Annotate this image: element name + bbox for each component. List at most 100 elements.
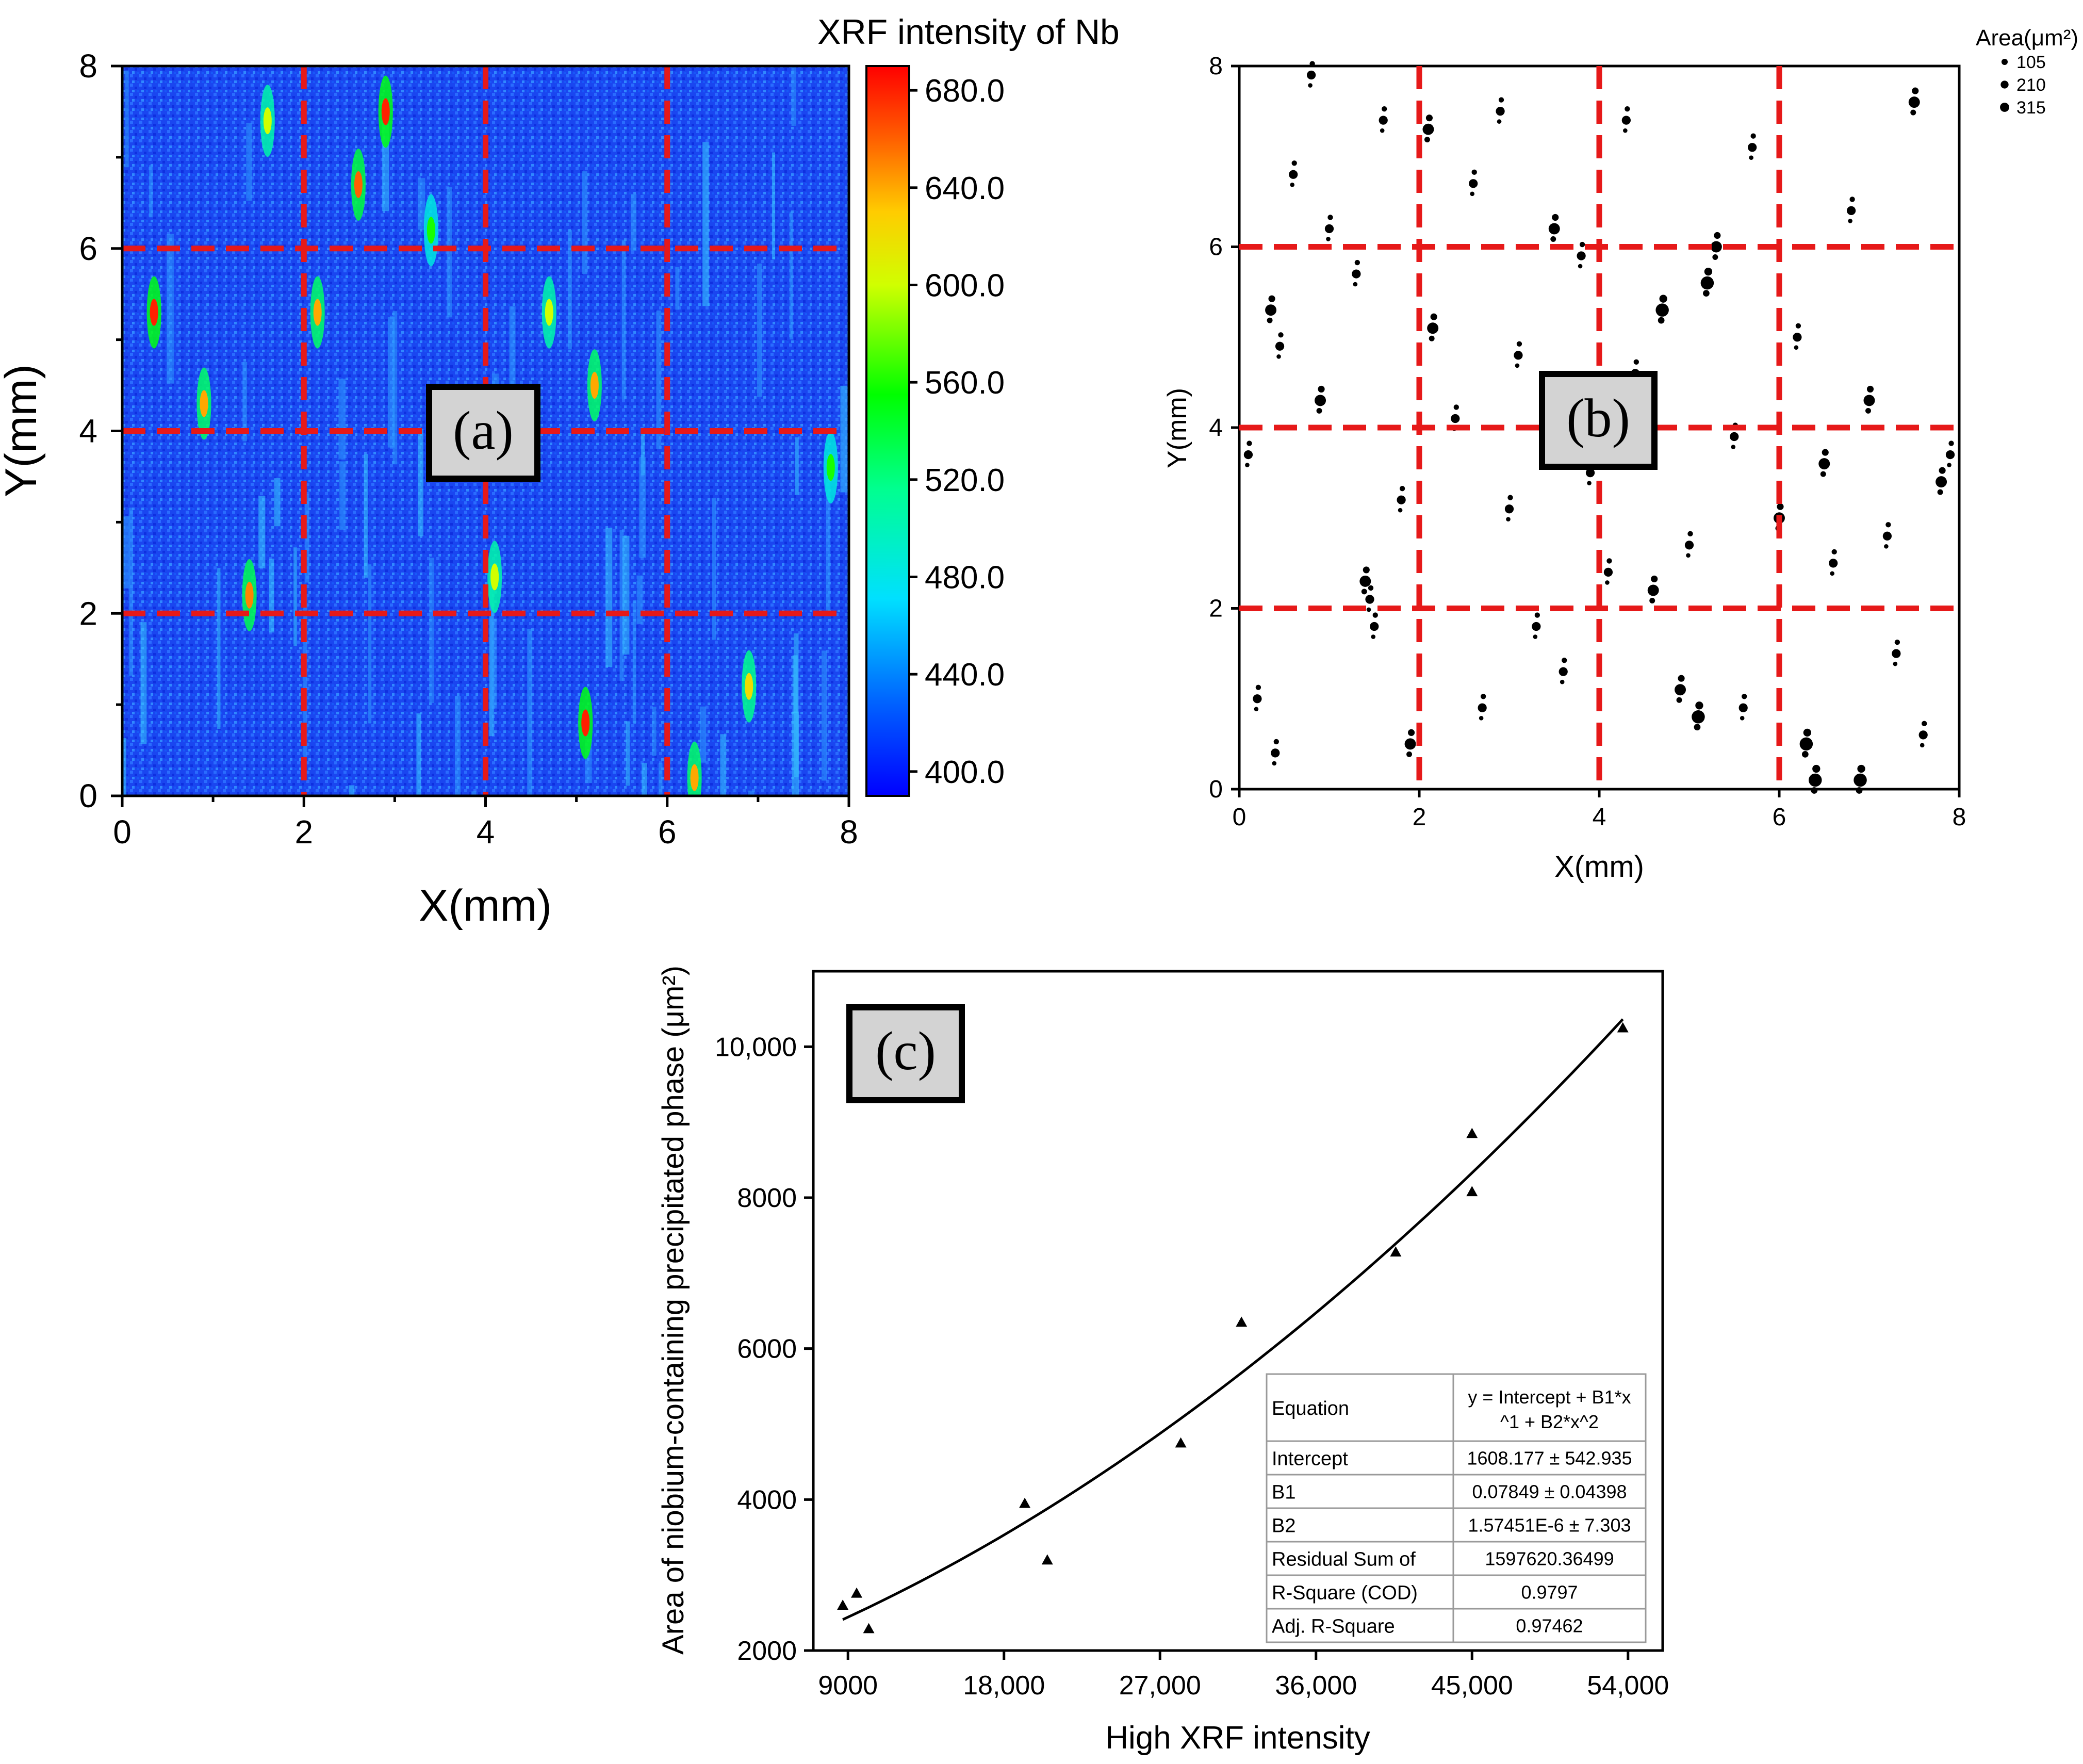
heatmap-streak — [416, 713, 421, 796]
x-tick-label: 36,000 — [1275, 1671, 1357, 1701]
precipitate-point — [1738, 703, 1748, 712]
precipitate-point — [1603, 567, 1613, 577]
precipitate-point-minor — [1731, 445, 1736, 449]
x-tick-label: 54,000 — [1587, 1671, 1669, 1701]
precipitate-point-minor — [1750, 133, 1756, 139]
precipitate-point-minor — [1560, 679, 1565, 684]
heatmap-streak — [639, 457, 646, 558]
precipitate-point-minor — [1794, 345, 1799, 350]
svg-text:(a): (a) — [453, 400, 514, 461]
precipitate-point — [1809, 773, 1822, 787]
precipitate-point-minor — [1255, 684, 1261, 690]
precipitate-point-minor — [1308, 83, 1313, 88]
x-tick-label: 0 — [1233, 804, 1246, 831]
colorbar-tick-label: 640.0 — [925, 171, 1005, 206]
precipitate-point — [1818, 458, 1830, 470]
colorbar-title: XRF intensity of Nb — [817, 12, 1120, 52]
table-row-value: 1608.177 ± 542.935 — [1467, 1448, 1632, 1469]
precipitate-point-minor — [1254, 707, 1259, 712]
data-point-triangle — [1617, 1022, 1629, 1033]
precipitate-point — [1451, 414, 1460, 423]
y-tick-label: 6 — [1209, 234, 1223, 261]
precipitate-point-minor — [1704, 267, 1713, 276]
precipitate-point-minor — [1273, 739, 1279, 745]
precipitate-point — [1799, 737, 1813, 751]
precipitate-point-minor — [1740, 715, 1745, 721]
precipitate-point — [1275, 341, 1285, 351]
x-tick-label: 0 — [113, 813, 132, 851]
heatmap-streak — [641, 429, 645, 476]
fit-plot-frame — [812, 970, 1664, 1652]
precipitate-point-minor — [1406, 751, 1413, 757]
precipitate-point-minor — [1361, 589, 1367, 595]
precipitate-point-minor — [1605, 580, 1610, 585]
heatmap-streak — [626, 721, 630, 786]
precipitate-point-minor — [1372, 612, 1378, 618]
heatmap-streak — [712, 498, 716, 640]
precipitate-point-minor — [1742, 694, 1747, 699]
precipitate-point-minor — [1371, 634, 1376, 639]
precipitate-point — [1585, 468, 1595, 478]
heatmap-streak — [129, 508, 133, 676]
precipitate-point-minor — [1885, 522, 1891, 528]
heatmap-streak — [621, 239, 626, 400]
x-tick-label: 6 — [1773, 804, 1786, 831]
heatmap-streak — [387, 317, 395, 448]
heatmap-streak — [631, 193, 637, 251]
precipitate-point-minor — [1912, 87, 1919, 94]
precipitate-point-minor — [1625, 106, 1630, 112]
precipitate-point-minor — [1316, 407, 1322, 414]
x-tick-label: 8 — [1953, 804, 1966, 831]
precipitate-point-minor — [1470, 191, 1475, 197]
heatmap-hotspot — [745, 673, 753, 700]
colorbar-tick-label: 400.0 — [925, 755, 1005, 790]
heatmap-streak — [258, 496, 266, 568]
panel-b-ylabel: Y(mm) — [1162, 388, 1192, 468]
y-tick-label: 6 — [79, 230, 97, 267]
heatmap-streak — [826, 478, 831, 611]
precipitate-point-minor — [1801, 750, 1809, 758]
heatmap-streak — [702, 142, 709, 306]
precipitate-point-minor — [1920, 743, 1925, 748]
colorbar-tick-label: 680.0 — [925, 73, 1005, 109]
precipitate-point — [1478, 703, 1487, 712]
heatmap-streak — [455, 696, 461, 796]
heatmap-streak — [293, 547, 297, 646]
legend-size-marker — [2001, 58, 2008, 66]
y-tick-label: 8 — [79, 47, 97, 85]
precipitate-point-minor — [1866, 385, 1874, 393]
precipitate-point-minor — [1948, 440, 1954, 446]
precipitate-point-minor — [1533, 634, 1538, 639]
heatmap-streak — [123, 516, 130, 589]
precipitate-point — [1655, 303, 1669, 317]
panel-c-xlabel: High XRF intensity — [1105, 1720, 1370, 1756]
precipitate-point — [1892, 649, 1901, 658]
heatmap-streak — [269, 559, 274, 633]
precipitate-point — [1918, 730, 1928, 740]
precipitate-point-minor — [1865, 407, 1871, 414]
precipitate-point — [1315, 395, 1326, 406]
precipitate-point-minor — [1268, 295, 1275, 302]
fit-statistics-table: Equation y = Intercept + B1*x ^1 + B2*x^2 I… — [1266, 1373, 1647, 1643]
heatmap-streak — [789, 211, 793, 340]
heatmap-hotspot — [381, 98, 390, 125]
heatmap-hotspot — [427, 217, 435, 244]
heatmap-streak — [840, 385, 848, 493]
precipitate-point-minor — [1562, 657, 1567, 663]
precipitate-point — [1647, 584, 1659, 596]
precipitate-point-minor — [1937, 489, 1943, 495]
heatmap-hotspot — [490, 563, 499, 591]
heatmap-streak — [658, 763, 663, 796]
heatmap-hotspot — [313, 299, 322, 326]
heatmap-hotspot — [263, 107, 272, 135]
precipitate-point-minor — [1398, 508, 1403, 513]
precipitate-point-minor — [1380, 128, 1385, 133]
heatmap-streak — [418, 178, 425, 230]
precipitate-point-minor — [1507, 495, 1513, 500]
precipitate-point-minor — [1795, 323, 1801, 329]
precipitate-point — [1945, 450, 1955, 460]
precipitate-point — [1829, 559, 1838, 568]
panel-b-xlabel: X(mm) — [1554, 850, 1644, 884]
heatmap-streak — [794, 633, 799, 777]
precipitate-point-minor — [1425, 115, 1433, 122]
